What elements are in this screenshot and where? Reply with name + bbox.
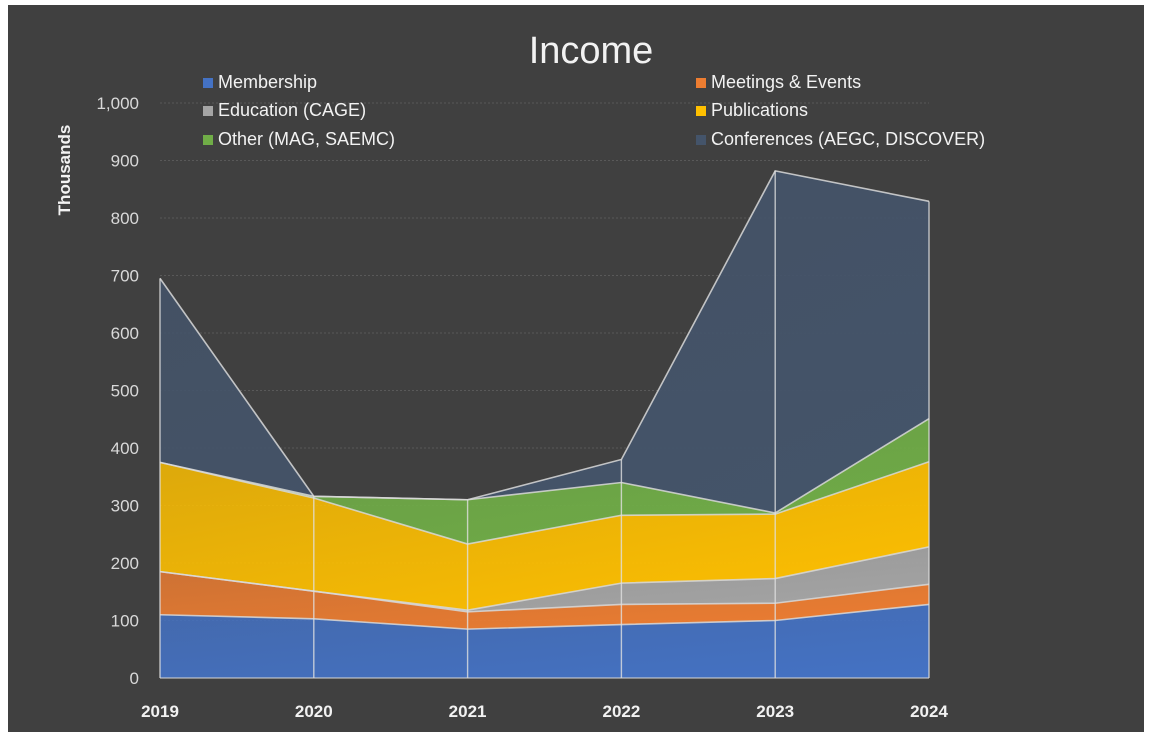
y-tick-label: 900 <box>111 152 139 171</box>
y-tick-label: 100 <box>111 612 139 631</box>
chart-title: Income <box>529 30 654 72</box>
legend-label: Publications <box>711 100 808 120</box>
legend-label: Other (MAG, SAEMC) <box>218 129 395 149</box>
series-outlines <box>159 169 930 679</box>
legend-swatch <box>696 106 706 116</box>
outline-other-mag-saemc- <box>159 417 930 514</box>
x-tick-label: 2021 <box>449 702 487 721</box>
legend-swatch <box>696 78 706 88</box>
x-tick-label: 2024 <box>910 702 948 721</box>
x-tick-label: 2020 <box>295 702 333 721</box>
legend-label: Conferences (AEGC, DISCOVER) <box>711 129 985 149</box>
area-education-cage- <box>160 546 929 612</box>
y-axis-label: Thousands <box>55 125 74 216</box>
area-publications <box>160 461 929 611</box>
y-tick-label: 0 <box>130 669 139 688</box>
income-chart: Income Thousands 0 100 200 300 400 500 600 700 8… <box>55 30 985 721</box>
area-conferences-aegc-discover- <box>160 170 929 513</box>
y-tick-label: 200 <box>111 554 139 573</box>
area-meetings-events <box>160 571 929 630</box>
outline-conferences-aegc-discover- <box>159 169 930 501</box>
legend-swatch <box>696 135 706 145</box>
legend-swatch <box>203 78 213 88</box>
x-axis-ticks: 2019 2020 2021 2022 2023 2024 <box>141 702 948 721</box>
legend-label: Membership <box>218 72 317 92</box>
outline-education-cage- <box>159 546 930 611</box>
legend-label: Education (CAGE) <box>218 100 366 120</box>
x-tick-label: 2023 <box>756 702 794 721</box>
y-axis-ticks: 0 100 200 300 400 500 600 700 800 900 1,000 <box>96 94 139 688</box>
area-series <box>159 170 930 678</box>
y-tick-label: 400 <box>111 439 139 458</box>
outline-publications <box>159 461 930 545</box>
legend-swatch <box>203 135 213 145</box>
chart-frame: Income Thousands 0 100 200 300 400 500 600 700 8… <box>8 5 1144 732</box>
area-membership <box>160 604 929 678</box>
legend-label: Meetings & Events <box>711 72 861 92</box>
y-tick-label: 300 <box>111 497 139 516</box>
x-tick-label: 2022 <box>602 702 640 721</box>
y-tick-label: 500 <box>111 382 139 401</box>
y-tick-label: 800 <box>111 209 139 228</box>
y-tick-label: 1,000 <box>96 94 139 113</box>
area-other-mag-saemc- <box>160 418 929 545</box>
outline-membership <box>159 603 930 630</box>
x-tick-label: 2019 <box>141 702 179 721</box>
y-tick-label: 700 <box>111 267 139 286</box>
legend-swatch <box>203 106 213 116</box>
legend: Membership Meetings & Events Education (CA… <box>203 72 985 149</box>
y-tick-label: 600 <box>111 324 139 343</box>
